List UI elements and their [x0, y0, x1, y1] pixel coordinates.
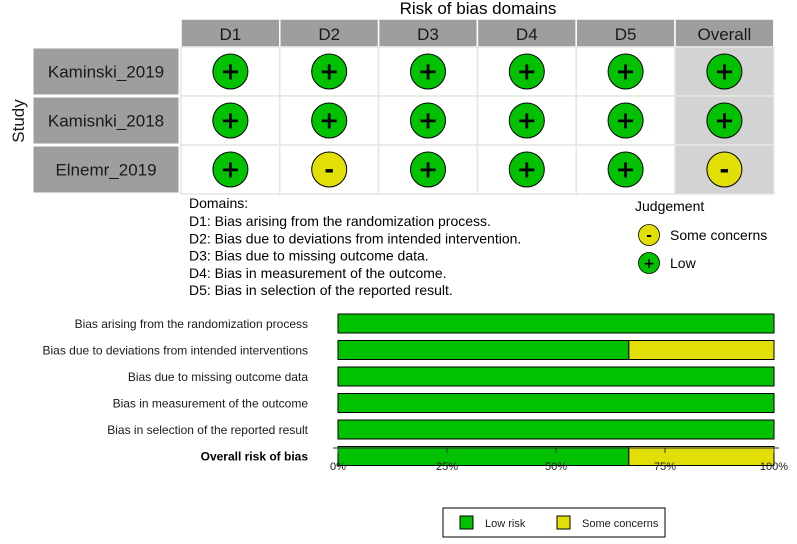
study-label-cell: [32, 47, 180, 96]
bar-segment-low: [337, 446, 630, 466]
bar-segment-low: [337, 393, 775, 413]
bar-category-label: Bias in selection of the reported result: [107, 423, 308, 437]
judgement-symbol: +: [517, 156, 537, 184]
domains-heading: Domains:: [189, 195, 248, 211]
bar-legend-swatch-some: [556, 515, 571, 530]
judgement-symbol: +: [517, 58, 537, 86]
legend-marker-some: [638, 224, 660, 246]
judgement-marker-low: [212, 53, 249, 90]
legend-label: Low: [670, 255, 697, 271]
judgement-symbol: +: [220, 156, 240, 184]
column-header-label: D4: [516, 25, 538, 44]
bar-legend-label: Low risk: [485, 518, 526, 530]
x-tick-label: 100%: [760, 461, 788, 473]
judgement-marker-low: [508, 151, 545, 188]
judgement-symbol: +: [220, 107, 240, 135]
judgement-marker-some: [706, 151, 743, 188]
column-header-label: D2: [318, 25, 340, 44]
bar-category-label: Overall risk of bias: [201, 450, 309, 464]
column-header-label: D5: [615, 25, 637, 44]
bar-category-label: Bias arising from the randomization proc…: [75, 317, 308, 331]
column-header-label: D1: [220, 25, 242, 44]
bar-category-label: Bias due to deviations from intended int…: [43, 344, 309, 358]
legend-label: Some concerns: [670, 227, 767, 243]
judgement-symbol: +: [714, 107, 734, 135]
judgement-symbol: +: [616, 107, 636, 135]
domain-notes: Domains: D1: Bias arising from the random…: [189, 195, 521, 298]
study-label-cell: [32, 96, 180, 145]
column-header-overall: [674, 18, 775, 48]
judgement-symbol: +: [517, 107, 537, 135]
study-label-cell: [32, 145, 180, 194]
judgement-symbol: +: [616, 156, 636, 184]
bar-segment-low: [337, 340, 630, 360]
judgement-symbol: -: [324, 156, 334, 184]
judgement-marker-low: [508, 102, 545, 139]
study-label: Kamisnki_2018: [48, 112, 164, 131]
judgement-symbol: +: [616, 58, 636, 86]
domain-note: D1: Bias arising from the randomization …: [189, 213, 491, 229]
x-tick-label: 50%: [545, 461, 567, 473]
bar-segment-some: [628, 340, 775, 360]
judgement-marker-low: [212, 151, 249, 188]
bar-category-label: Bias in measurement of the outcome: [113, 397, 309, 411]
judgement-marker-low: [607, 151, 644, 188]
legend-symbol: +: [643, 256, 655, 272]
judgement-symbol: +: [418, 107, 438, 135]
judgement-marker-low: [311, 53, 348, 90]
bar-segment-some: [628, 446, 775, 466]
judgement-marker-low: [706, 102, 743, 139]
domain-note: D4: Bias in measurement of the outcome.: [189, 265, 447, 281]
bar-segment-low: [337, 313, 775, 334]
column-header-label: Overall: [697, 25, 751, 44]
judgement-marker-low: [311, 102, 348, 139]
domain-note: D3: Bias due to missing outcome data.: [189, 248, 429, 264]
judgement-marker-low: [410, 151, 446, 188]
study-label: Kaminski_2019: [48, 63, 164, 82]
judgement-symbol: +: [220, 58, 240, 86]
judgement-marker-low: [607, 53, 644, 90]
study-label: Elnemr_2019: [55, 161, 156, 180]
column-header-label: D3: [417, 25, 439, 44]
judgement-marker-low: [508, 53, 545, 90]
x-tick-label: 25%: [436, 461, 458, 473]
traffic-light-table: D1 D2 D3 D4 D5 Overall Kaminski_2019 + + + + + + Kami…: [32, 18, 775, 195]
legend-symbol: -: [646, 228, 652, 244]
judgement-symbol: +: [319, 58, 339, 86]
column-header-d1: [180, 18, 281, 48]
judgement-symbol: +: [319, 107, 339, 135]
judgement-marker-low: [607, 102, 644, 139]
judgement-legend-title: Judgement: [635, 198, 704, 214]
bar-segment-low: [337, 419, 775, 440]
bar-segment-low: [337, 366, 775, 387]
judgement-symbol: -: [719, 156, 729, 184]
bar-legend-swatch-low: [459, 515, 474, 530]
judgement-marker-low: [212, 102, 249, 139]
bar-category-label: Bias due to missing outcome data: [128, 370, 308, 384]
x-tick-label: 0%: [330, 461, 346, 473]
x-tick-label: 75%: [654, 461, 676, 473]
bar-legend-label: Some concerns: [582, 518, 659, 530]
judgement-marker-low: [410, 102, 446, 139]
judgement-symbol: +: [418, 156, 438, 184]
judgement-symbol: +: [418, 58, 438, 86]
summary-bar-chart: Bias arising from the randomization proc…: [43, 313, 788, 538]
judgement-legend: Judgement - Some concerns + Low: [635, 198, 767, 274]
legend-marker-low: [638, 252, 660, 274]
study-axis-label: Study: [9, 99, 28, 143]
judgement-marker-low: [410, 53, 446, 90]
domain-note: D2: Bias due to deviations from intended…: [189, 230, 521, 246]
domain-note: D5: Bias in selection of the reported re…: [189, 282, 453, 298]
bar-legend-box: [442, 507, 666, 538]
traffic-light-title: Risk of bias domains: [400, 0, 557, 18]
judgement-symbol: +: [714, 58, 734, 86]
judgement-marker-low: [706, 53, 743, 90]
judgement-marker-some: [311, 151, 348, 188]
